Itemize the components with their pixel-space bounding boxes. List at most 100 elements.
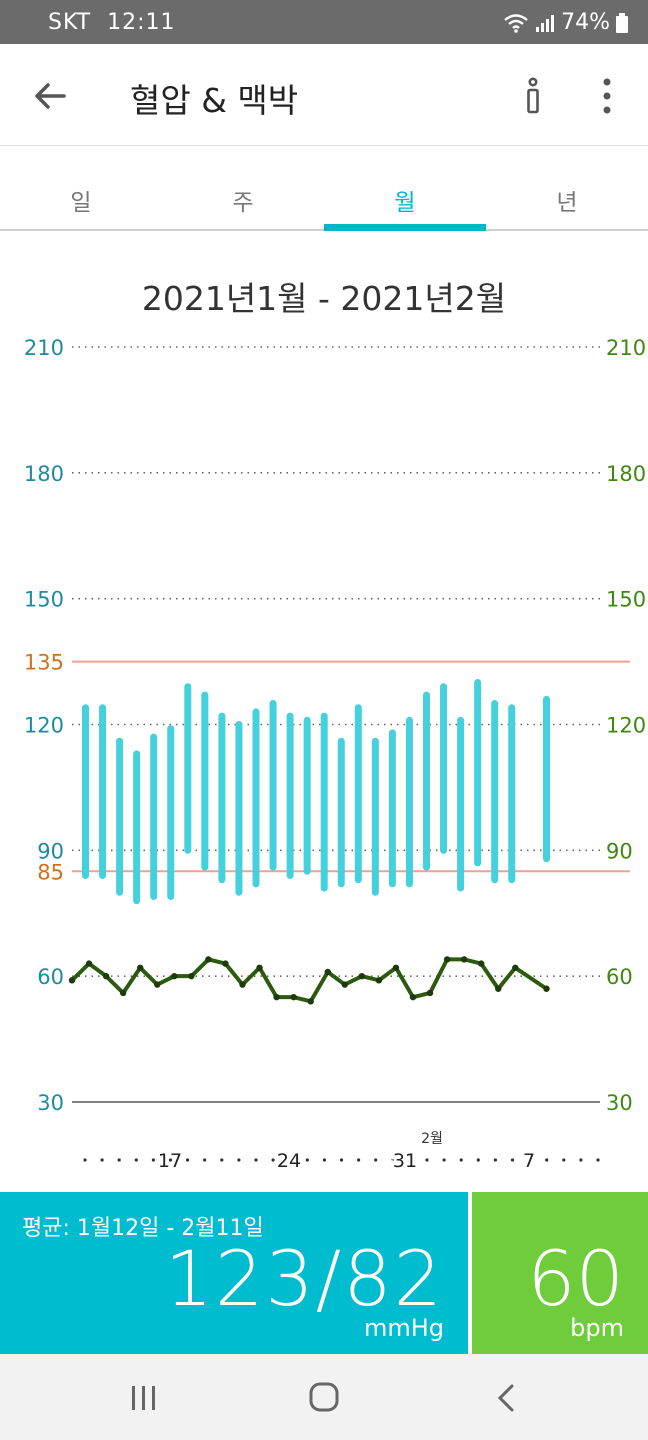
- x-axis-dot: [510, 1158, 515, 1162]
- x-axis-tick: 7: [523, 1150, 535, 1172]
- bp-average-value: 123/82: [164, 1234, 444, 1323]
- clock-label: 12:11: [107, 10, 176, 35]
- average-range-label: 평균: 1월12일 - 2월11일: [22, 1216, 264, 1241]
- right-axis-tick: 180: [606, 462, 646, 486]
- signal-icon: [536, 14, 555, 32]
- x-axis-dot: [391, 1158, 395, 1162]
- x-axis-dot: [168, 1158, 173, 1162]
- bp-bars-layer: [82, 679, 550, 905]
- pulse-unit-label: bpm: [570, 1314, 624, 1342]
- pulse-point: [409, 993, 417, 1001]
- bp-unit-label: mmHg: [363, 1314, 444, 1342]
- threshold-label: 135: [24, 651, 64, 675]
- x-axis-dot: [476, 1158, 480, 1162]
- pulse-point: [460, 956, 468, 963]
- pulse-line-layer: [68, 956, 550, 1005]
- x-axis-dot: [322, 1158, 326, 1162]
- pulse-point: [375, 977, 383, 984]
- recent-apps-icon[interactable]: [124, 1380, 164, 1416]
- info-icon[interactable]: [518, 74, 548, 118]
- pulse-point: [256, 964, 263, 971]
- right-axis-tick: 210: [606, 336, 646, 360]
- x-axis-dot: [83, 1158, 87, 1162]
- x-axis-dot: [493, 1158, 497, 1162]
- pulse-point: [443, 956, 451, 963]
- status-left: SKT 12:11: [48, 10, 176, 35]
- x-axis-dot: [254, 1158, 258, 1162]
- arrow-left-icon[interactable]: [28, 74, 72, 118]
- pulse-line: [70, 957, 548, 1004]
- x-axis-dot: [237, 1158, 241, 1162]
- left-axis-tick: 60: [37, 965, 64, 989]
- x-axis-dot: [220, 1158, 224, 1162]
- more-vertical-icon[interactable]: [592, 74, 622, 118]
- app-bar: 혈압 & 맥박: [0, 44, 648, 146]
- pulse-point: [171, 972, 178, 980]
- carrier-label: SKT: [48, 10, 92, 35]
- right-axis-tick: 120: [606, 714, 646, 738]
- page-title: 혈압 & 맥박: [130, 81, 299, 120]
- home-icon[interactable]: [304, 1380, 344, 1416]
- axis-labels-layer: 210 210 180 180 150 150 120 120 90 90 60 60 30 30 135 8…: [24, 336, 646, 1175]
- x-axis-dot: [425, 1158, 429, 1162]
- x-axis-tick: 17: [158, 1150, 182, 1172]
- x-axis-dot: [203, 1158, 207, 1162]
- x-axis-dot: [442, 1158, 446, 1162]
- tab-month[interactable]: 월: [324, 147, 486, 231]
- battery-percent: 74%: [561, 10, 610, 35]
- system-nav-bar: [0, 1354, 648, 1440]
- pulse-point: [358, 972, 366, 980]
- left-axis-tick: 120: [24, 714, 64, 738]
- pulse-point: [273, 993, 280, 1001]
- tab-day[interactable]: 일: [70, 190, 92, 216]
- pulse-point: [154, 981, 161, 988]
- pulse-point: [239, 981, 246, 988]
- pulse-summary-panel: 60 bpm: [472, 1192, 648, 1354]
- threshold-label: 85: [37, 860, 64, 884]
- grid-layer: [72, 346, 630, 1162]
- pulse-point: [102, 972, 110, 980]
- pulse-point: [426, 989, 434, 997]
- x-axis-dot: [562, 1158, 566, 1162]
- back-chevron-icon[interactable]: [486, 1380, 526, 1416]
- x-axis-dot: [305, 1158, 309, 1162]
- x-axis-dot: [117, 1158, 121, 1162]
- pulse-point: [307, 998, 314, 1005]
- pulse-point: [324, 968, 331, 976]
- status-right: 74%: [503, 10, 628, 35]
- x-axis-dot: [288, 1158, 292, 1162]
- x-axis-tick: 31: [393, 1150, 417, 1172]
- pulse-point: [392, 964, 400, 971]
- x-axis-dot: [528, 1158, 532, 1162]
- wifi-icon: [504, 13, 528, 33]
- x-axis-dot: [596, 1158, 600, 1162]
- x-axis-dot: [271, 1158, 275, 1162]
- pulse-point: [290, 993, 297, 1001]
- left-axis-tick: 150: [24, 588, 64, 612]
- left-axis-tick: 90: [37, 839, 64, 863]
- pulse-point: [85, 960, 93, 967]
- pulse-point: [495, 985, 502, 992]
- pulse-point: [137, 964, 144, 971]
- pulse-point: [478, 960, 485, 967]
- tab-week[interactable]: 주: [232, 190, 254, 216]
- bp-pulse-chart[interactable]: 210 210 180 180 150 150 120 120 90 90 60 60 30 30 135 8…: [0, 320, 648, 1180]
- pulse-point: [68, 977, 76, 984]
- pulse-point: [119, 989, 127, 997]
- date-range-title: 2021년1월 - 2021년2월: [141, 279, 507, 318]
- x-axis-dot: [374, 1158, 378, 1162]
- x-axis-dot: [151, 1158, 155, 1162]
- x-axis-dot: [186, 1158, 190, 1162]
- tab-year[interactable]: 년: [556, 190, 578, 216]
- month-marker-label: 2월: [421, 1131, 443, 1147]
- left-axis-tick: 30: [37, 1091, 64, 1115]
- right-axis-tick: 90: [606, 839, 633, 863]
- pulse-average-value: 60: [527, 1234, 624, 1323]
- status-bar: SKT 12:11 74%: [0, 0, 648, 44]
- pulse-point: [222, 960, 229, 967]
- battery-icon: [616, 12, 628, 33]
- left-axis-tick: 180: [24, 462, 64, 486]
- x-axis-dot: [357, 1158, 361, 1162]
- pulse-point: [341, 981, 348, 988]
- period-tabs: 일 주 월 년: [0, 147, 648, 231]
